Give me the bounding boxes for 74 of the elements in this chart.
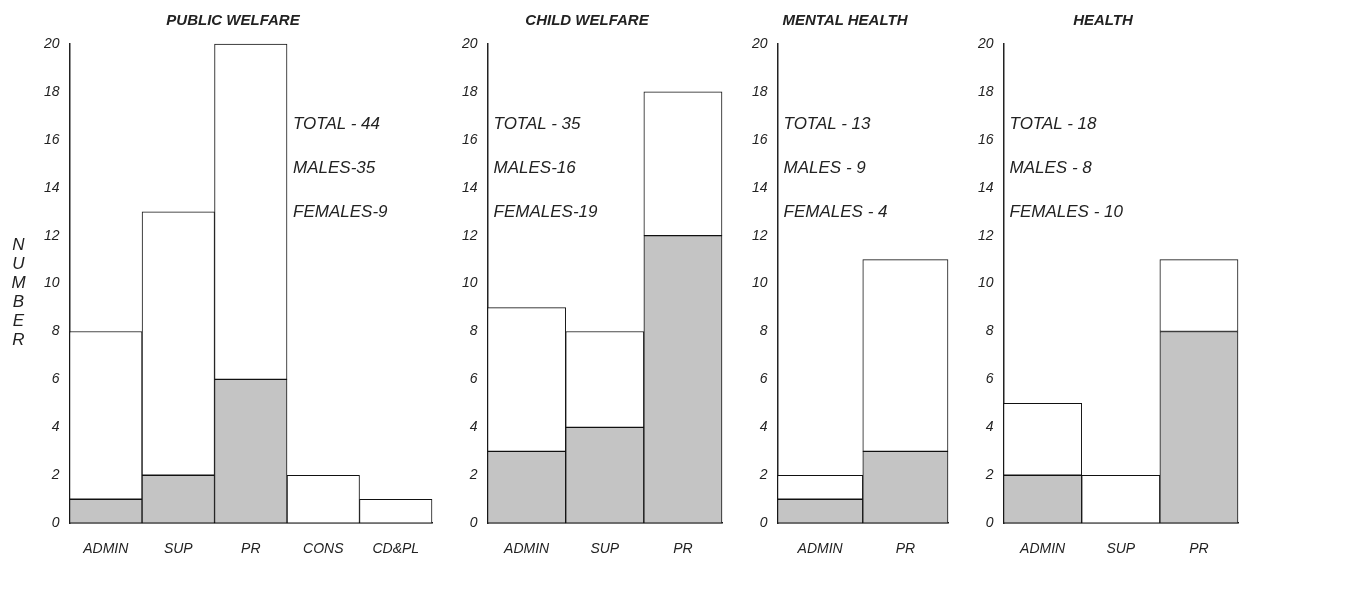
y-tick-label: 18: [751, 82, 768, 99]
y-tick-label: 2: [984, 466, 994, 483]
y-tick-label: 6: [759, 370, 768, 387]
y-tick-label: 14: [461, 178, 478, 195]
y-tick-label: 4: [985, 418, 994, 435]
y-tick-label: 18: [461, 82, 478, 99]
y-tick-label: 14: [751, 178, 768, 195]
annotation: MALES-16: [493, 157, 577, 177]
annotation: FEMALES - 10: [1009, 201, 1124, 221]
y-tick-label: 16: [461, 130, 478, 147]
chart-title: CHILD WELFARE: [525, 11, 650, 29]
y-tick-label: 12: [751, 226, 768, 243]
y-tick-label: 2: [50, 466, 60, 483]
x-tick-label: PR: [895, 540, 916, 557]
y-tick-label: 8: [51, 322, 60, 339]
annotation: MALES - 9: [783, 157, 867, 177]
y-tick-label: 20: [750, 34, 768, 51]
x-tick-label: SUP: [590, 540, 620, 557]
annotation: FEMALES - 4: [783, 201, 888, 221]
y-tick-label: 10: [977, 274, 994, 291]
x-tick-label: PR: [241, 540, 261, 557]
y-tick-label: 4: [51, 418, 60, 435]
chart-title: MENTAL HEALTH: [782, 11, 909, 29]
y-tick-label: 14: [977, 178, 994, 195]
y-tick-label: 20: [976, 34, 994, 51]
y-tick-label: 2: [468, 466, 478, 483]
y-tick-label: 2: [758, 466, 768, 483]
annotation: TOTAL - 35: [493, 113, 582, 133]
y-tick-label: 10: [43, 274, 60, 291]
y-tick-label: 0: [469, 514, 478, 531]
y-tick-label: 10: [751, 274, 768, 291]
x-tick-label: ADMIN: [796, 540, 844, 557]
y-tick-label: 16: [43, 130, 60, 147]
y-tick-label: 8: [469, 322, 478, 339]
x-tick-label: SUP: [163, 540, 194, 557]
x-tick-label: CD&PL: [372, 540, 420, 557]
annotation: FEMALES-9: [293, 201, 389, 221]
x-tick-label: ADMIN: [503, 540, 551, 557]
y-tick-label: 0: [759, 514, 768, 531]
y-tick-label: 8: [985, 322, 994, 339]
y-tick-label: 0: [985, 514, 994, 531]
y-tick-label: 0: [51, 514, 60, 531]
y-tick-label: 6: [985, 370, 994, 387]
y-tick-label: 14: [43, 178, 60, 195]
x-tick-label: PR: [673, 540, 693, 557]
annotation: TOTAL - 44: [293, 113, 380, 133]
y-axis-title: NUMBER: [8, 235, 29, 349]
y-tick-label: 10: [461, 274, 478, 291]
y-tick-label: 4: [469, 418, 478, 435]
y-tick-label: 20: [460, 34, 478, 51]
chart-title: HEALTH: [1073, 11, 1135, 29]
annotation: MALES-35: [293, 157, 376, 177]
y-tick-label: 20: [42, 34, 60, 51]
x-tick-label: SUP: [1106, 540, 1136, 557]
annotation: MALES - 8: [1009, 157, 1093, 177]
y-tick-label: 16: [977, 130, 994, 147]
x-tick-label: CONS: [303, 540, 345, 557]
y-tick-label: 12: [977, 226, 994, 243]
y-tick-label: 4: [759, 418, 768, 435]
y-tick-label: 12: [461, 226, 478, 243]
y-tick-label: 16: [751, 130, 768, 147]
x-tick-label: ADMIN: [1019, 540, 1067, 557]
annotation: TOTAL - 13: [783, 113, 872, 133]
x-tick-label: ADMIN: [82, 540, 130, 557]
annotation: TOTAL - 18: [1009, 113, 1098, 133]
y-tick-label: 6: [469, 370, 478, 387]
y-tick-label: 8: [759, 322, 768, 339]
annotation: FEMALES-19: [493, 201, 599, 221]
y-tick-label: 12: [43, 226, 60, 243]
y-tick-label: 18: [977, 82, 994, 99]
x-tick-label: PR: [1189, 540, 1209, 557]
chart-title: PUBLIC WELFARE: [166, 11, 301, 29]
y-tick-label: 6: [51, 370, 60, 387]
y-tick-label: 18: [43, 82, 60, 99]
